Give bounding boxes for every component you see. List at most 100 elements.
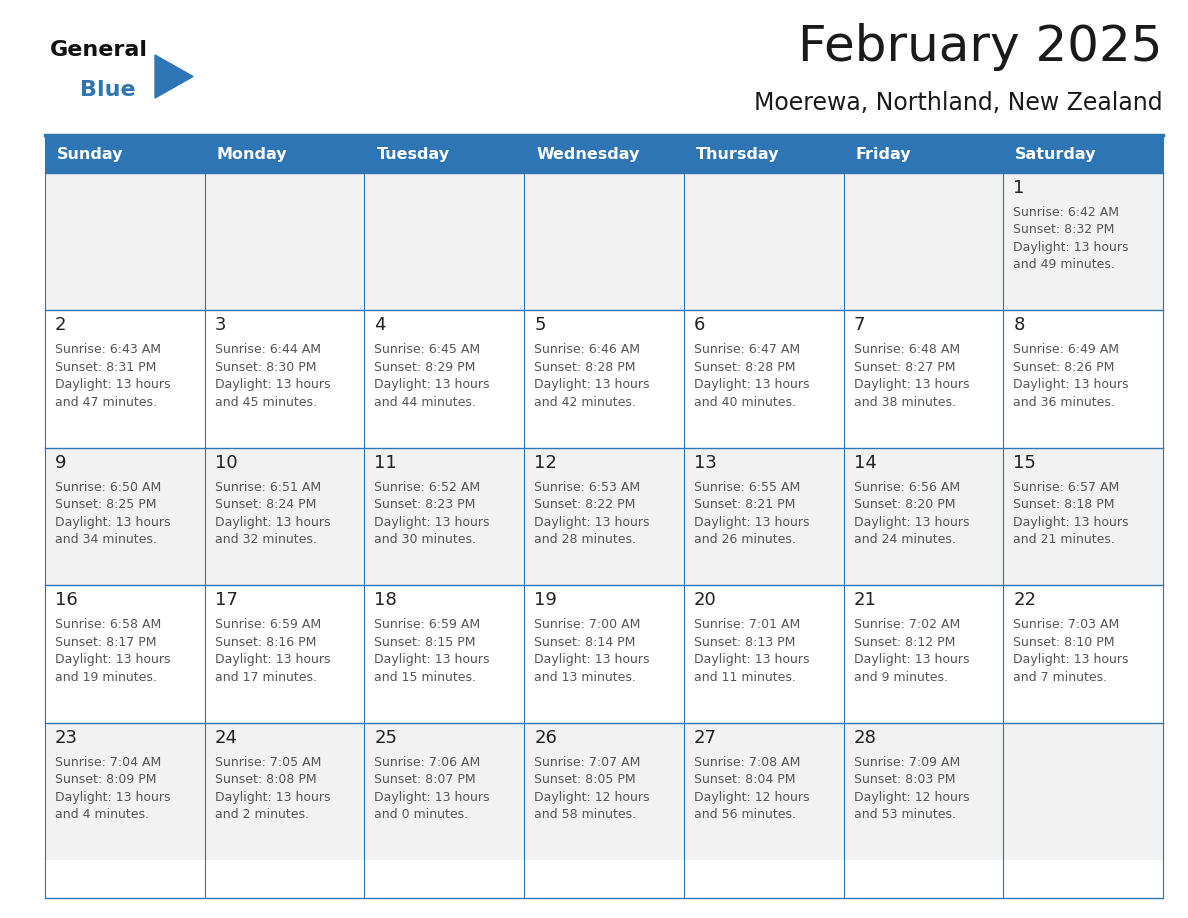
Text: Daylight: 13 hours: Daylight: 13 hours: [853, 654, 969, 666]
Text: Daylight: 13 hours: Daylight: 13 hours: [55, 790, 171, 803]
Text: 17: 17: [215, 591, 238, 610]
Text: and 11 minutes.: and 11 minutes.: [694, 671, 796, 684]
Text: Daylight: 13 hours: Daylight: 13 hours: [374, 790, 489, 803]
Text: Daylight: 13 hours: Daylight: 13 hours: [694, 654, 809, 666]
Text: Sunset: 8:15 PM: Sunset: 8:15 PM: [374, 635, 476, 649]
Text: and 49 minutes.: and 49 minutes.: [1013, 259, 1116, 272]
Text: Sunrise: 6:56 AM: Sunrise: 6:56 AM: [853, 481, 960, 494]
Text: Sunset: 8:27 PM: Sunset: 8:27 PM: [853, 361, 955, 374]
Text: Sunset: 8:21 PM: Sunset: 8:21 PM: [694, 498, 795, 511]
Text: 26: 26: [535, 729, 557, 746]
Text: Daylight: 13 hours: Daylight: 13 hours: [215, 790, 330, 803]
Text: Sunrise: 7:08 AM: Sunrise: 7:08 AM: [694, 756, 801, 768]
Text: Daylight: 13 hours: Daylight: 13 hours: [1013, 516, 1129, 529]
Text: Sunset: 8:03 PM: Sunset: 8:03 PM: [853, 773, 955, 786]
Text: Blue: Blue: [80, 80, 135, 100]
Text: Sunset: 8:10 PM: Sunset: 8:10 PM: [1013, 635, 1114, 649]
Text: Sunset: 8:05 PM: Sunset: 8:05 PM: [535, 773, 636, 786]
Bar: [365, 135, 524, 173]
Text: and 13 minutes.: and 13 minutes.: [535, 671, 636, 684]
Text: Daylight: 13 hours: Daylight: 13 hours: [535, 378, 650, 391]
Text: Sunset: 8:12 PM: Sunset: 8:12 PM: [853, 635, 955, 649]
Bar: [45, 585, 1163, 722]
Text: 8: 8: [1013, 317, 1025, 334]
Text: Sunset: 8:04 PM: Sunset: 8:04 PM: [694, 773, 795, 786]
Text: Sunrise: 6:49 AM: Sunrise: 6:49 AM: [1013, 343, 1119, 356]
Text: Daylight: 12 hours: Daylight: 12 hours: [694, 790, 809, 803]
Text: Sunset: 8:13 PM: Sunset: 8:13 PM: [694, 635, 795, 649]
Text: and 19 minutes.: and 19 minutes.: [55, 671, 157, 684]
Text: and 44 minutes.: and 44 minutes.: [374, 396, 476, 409]
Text: February 2025: February 2025: [798, 23, 1163, 71]
Text: 25: 25: [374, 729, 398, 746]
Text: Sunrise: 6:57 AM: Sunrise: 6:57 AM: [1013, 481, 1119, 494]
Text: Daylight: 13 hours: Daylight: 13 hours: [535, 516, 650, 529]
Text: Sunrise: 6:48 AM: Sunrise: 6:48 AM: [853, 343, 960, 356]
Text: and 45 minutes.: and 45 minutes.: [215, 396, 317, 409]
Text: 9: 9: [55, 453, 67, 472]
Text: Daylight: 13 hours: Daylight: 13 hours: [374, 516, 489, 529]
Text: Sunset: 8:31 PM: Sunset: 8:31 PM: [55, 361, 157, 374]
Text: 23: 23: [55, 729, 78, 746]
Text: 2: 2: [55, 317, 67, 334]
Text: 22: 22: [1013, 591, 1036, 610]
Text: Sunset: 8:28 PM: Sunset: 8:28 PM: [694, 361, 795, 374]
Bar: [45, 448, 1163, 585]
Text: Sunset: 8:16 PM: Sunset: 8:16 PM: [215, 635, 316, 649]
Text: Daylight: 13 hours: Daylight: 13 hours: [1013, 241, 1129, 254]
Text: Sunrise: 6:51 AM: Sunrise: 6:51 AM: [215, 481, 321, 494]
Text: Sunrise: 7:00 AM: Sunrise: 7:00 AM: [535, 618, 640, 632]
Text: Monday: Monday: [216, 147, 287, 162]
Text: Thursday: Thursday: [696, 147, 779, 162]
Text: Sunset: 8:22 PM: Sunset: 8:22 PM: [535, 498, 636, 511]
Text: 6: 6: [694, 317, 706, 334]
Text: Daylight: 13 hours: Daylight: 13 hours: [55, 654, 171, 666]
Bar: [1004, 135, 1163, 173]
Text: and 40 minutes.: and 40 minutes.: [694, 396, 796, 409]
Text: Saturday: Saturday: [1016, 147, 1097, 162]
Text: Sunrise: 6:55 AM: Sunrise: 6:55 AM: [694, 481, 800, 494]
Text: 10: 10: [215, 453, 238, 472]
Text: Sunset: 8:23 PM: Sunset: 8:23 PM: [374, 498, 476, 511]
Text: General: General: [50, 40, 148, 60]
Bar: [524, 135, 684, 173]
Text: Daylight: 13 hours: Daylight: 13 hours: [853, 378, 969, 391]
Text: and 53 minutes.: and 53 minutes.: [853, 808, 955, 821]
Text: 12: 12: [535, 453, 557, 472]
Text: 13: 13: [694, 453, 716, 472]
Text: Sunrise: 6:46 AM: Sunrise: 6:46 AM: [535, 343, 640, 356]
Text: Sunrise: 6:53 AM: Sunrise: 6:53 AM: [535, 481, 640, 494]
Bar: [45, 722, 1163, 860]
Text: Sunset: 8:25 PM: Sunset: 8:25 PM: [55, 498, 157, 511]
Text: and 42 minutes.: and 42 minutes.: [535, 396, 636, 409]
Text: Wednesday: Wednesday: [536, 147, 639, 162]
Polygon shape: [154, 55, 192, 98]
Text: Sunrise: 7:02 AM: Sunrise: 7:02 AM: [853, 618, 960, 632]
Text: Sunrise: 6:52 AM: Sunrise: 6:52 AM: [374, 481, 481, 494]
Text: and 56 minutes.: and 56 minutes.: [694, 808, 796, 821]
Text: Sunrise: 6:59 AM: Sunrise: 6:59 AM: [374, 618, 481, 632]
Text: and 38 minutes.: and 38 minutes.: [853, 396, 955, 409]
Text: and 36 minutes.: and 36 minutes.: [1013, 396, 1116, 409]
Text: 15: 15: [1013, 453, 1036, 472]
Text: Daylight: 13 hours: Daylight: 13 hours: [55, 516, 171, 529]
Text: Sunrise: 7:03 AM: Sunrise: 7:03 AM: [1013, 618, 1119, 632]
Text: Friday: Friday: [855, 147, 911, 162]
Text: #111111: #111111: [45, 52, 51, 53]
Text: Moerewa, Northland, New Zealand: Moerewa, Northland, New Zealand: [754, 91, 1163, 115]
Text: 11: 11: [374, 453, 397, 472]
Text: 18: 18: [374, 591, 397, 610]
Bar: [843, 135, 1004, 173]
Text: and 0 minutes.: and 0 minutes.: [374, 808, 468, 821]
Text: Daylight: 13 hours: Daylight: 13 hours: [215, 378, 330, 391]
Text: Sunset: 8:09 PM: Sunset: 8:09 PM: [55, 773, 157, 786]
Text: 5: 5: [535, 317, 545, 334]
Text: Daylight: 12 hours: Daylight: 12 hours: [853, 790, 969, 803]
Text: and 4 minutes.: and 4 minutes.: [55, 808, 148, 821]
Text: 28: 28: [853, 729, 877, 746]
Text: and 9 minutes.: and 9 minutes.: [853, 671, 948, 684]
Text: Sunrise: 6:58 AM: Sunrise: 6:58 AM: [55, 618, 162, 632]
Bar: [204, 135, 365, 173]
Text: and 21 minutes.: and 21 minutes.: [1013, 533, 1116, 546]
Text: Sunset: 8:07 PM: Sunset: 8:07 PM: [374, 773, 476, 786]
